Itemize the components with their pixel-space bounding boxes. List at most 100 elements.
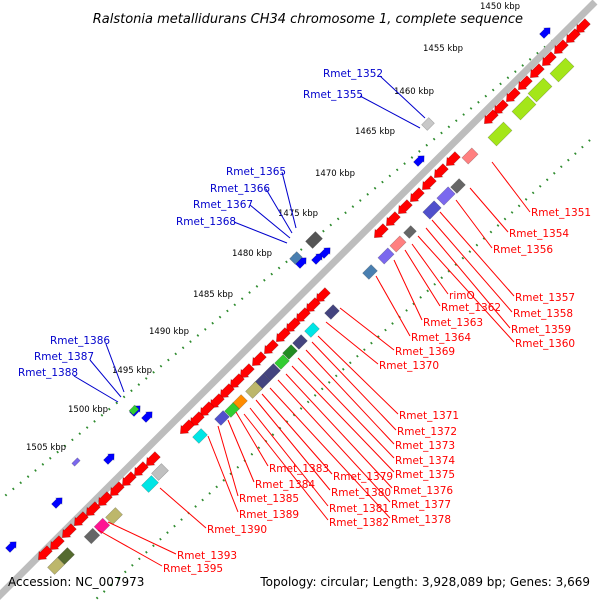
leader-rmet-1364: [375, 275, 411, 337]
gene-arrow-red: [145, 451, 161, 467]
label-rmet-1357[interactable]: Rmet_1357: [515, 292, 575, 304]
gene-box-outer: [128, 404, 140, 416]
label-rmet-1355[interactable]: Rmet_1355: [303, 89, 363, 101]
gene-arrow-red: [251, 351, 267, 367]
label-rmet-1352[interactable]: Rmet_1352: [323, 68, 383, 80]
label-rmet-1395[interactable]: Rmet_1395: [163, 563, 223, 575]
label-rmet-1363[interactable]: Rmet_1363: [423, 317, 483, 329]
leader-rmet-1384: [227, 419, 255, 483]
gene-box: [377, 247, 395, 265]
leader-rmet-1389: [207, 435, 239, 513]
gene-arrow-red: [483, 109, 499, 125]
label-rmet-1377[interactable]: Rmet_1377: [391, 499, 451, 511]
label-rmet-1390[interactable]: Rmet_1390: [207, 524, 267, 536]
gene-box: [282, 344, 298, 360]
label-rmet-1358[interactable]: Rmet_1358: [513, 308, 573, 320]
gene-arrow-red: [285, 317, 301, 333]
label-rmet-1376[interactable]: Rmet_1376: [393, 485, 453, 497]
gene-arrow-red: [315, 287, 331, 303]
label-rmet-1371[interactable]: Rmet_1371: [399, 410, 459, 422]
leader-rmet-1377: [277, 379, 391, 503]
label-rmet-1382[interactable]: Rmet_1382: [329, 517, 389, 529]
label-rmet-1383[interactable]: Rmet_1383: [269, 463, 329, 475]
leader-rmet-1356: [455, 199, 493, 249]
gene-arrow-red: [133, 461, 149, 477]
leader-rmet-1395: [97, 529, 163, 567]
gene-arrow-red: [493, 99, 509, 115]
gene-arrow-red: [397, 199, 413, 215]
leader-rmet-1393: [107, 521, 177, 555]
outer-tick-track: [0, 21, 576, 501]
label-rmet-1368[interactable]: Rmet_1368: [176, 216, 236, 228]
label-rmet-1372[interactable]: Rmet_1372: [397, 426, 457, 438]
label-rmet-1360[interactable]: Rmet_1360: [515, 338, 575, 350]
gene-arrow-red: [575, 18, 591, 34]
gene-arrow-red: [295, 307, 311, 323]
gene-box: [263, 363, 281, 381]
tick-1465: 1465 kbp: [355, 127, 395, 137]
gene-arrow-blue: [103, 453, 115, 465]
label-rmet-1387[interactable]: Rmet_1387: [34, 351, 94, 363]
gene-box: [83, 527, 101, 545]
leader-rmet-1359: [425, 227, 511, 329]
leader-rmet-1373: [305, 349, 395, 445]
gene-arrow-red: [385, 211, 401, 227]
label-rmet-1367[interactable]: Rmet_1367: [193, 199, 253, 211]
label-rmet-1373[interactable]: Rmet_1373: [395, 440, 455, 452]
label-rmet-1381[interactable]: Rmet_1381: [329, 503, 389, 515]
leader-rimo: [411, 243, 449, 295]
gene-arrow-red: [49, 535, 65, 551]
leader-rmet-1358: [431, 219, 513, 313]
label-rmet-1359[interactable]: Rmet_1359: [511, 324, 571, 336]
label-rmet-1375[interactable]: Rmet_1375: [395, 469, 455, 481]
leader-rmet-1382: [243, 413, 329, 521]
gene-arrow-red: [85, 501, 101, 517]
label-rmet-1366[interactable]: Rmet_1366: [210, 183, 270, 195]
label-rmet-1356[interactable]: Rmet_1356: [493, 244, 553, 256]
gene-arrow-blue: [141, 411, 153, 423]
label-rmet-1386[interactable]: Rmet_1386: [50, 335, 110, 347]
label-rmet-1393[interactable]: Rmet_1393: [177, 550, 237, 562]
gene-arrow-red: [97, 491, 113, 507]
gene-arrow-red: [229, 373, 245, 389]
gene-box: [57, 547, 75, 565]
gene-arrow-red: [275, 327, 291, 343]
leader-rmet-1372: [311, 341, 397, 431]
leader-rmet-1381: [249, 407, 329, 507]
label-rimo[interactable]: rimO: [449, 290, 475, 302]
label-rmet-1370[interactable]: Rmet_1370: [379, 360, 439, 372]
leader-rmet-1371: [317, 335, 399, 415]
label-rmet-1362[interactable]: Rmet_1362: [441, 302, 501, 314]
tick-1500: 1500 kbp: [68, 405, 108, 415]
gene-arrow-red: [109, 481, 125, 497]
gene-box: [274, 354, 290, 370]
gene-arrow-red: [421, 175, 437, 191]
gene-arrow-red: [61, 523, 77, 539]
label-rmet-1374[interactable]: Rmet_1374: [395, 455, 455, 467]
label-rmet-1388[interactable]: Rmet_1388: [18, 367, 78, 379]
label-rmet-1389[interactable]: Rmet_1389: [239, 509, 299, 521]
gene-arrow-red: [239, 363, 255, 379]
tick-1470: 1470 kbp: [315, 169, 355, 179]
tick-1490: 1490 kbp: [149, 327, 189, 337]
label-rmet-1365[interactable]: Rmet_1365: [226, 166, 286, 178]
label-rmet-1354[interactable]: Rmet_1354: [509, 228, 569, 240]
label-rmet-1385[interactable]: Rmet_1385: [239, 493, 299, 505]
gene-box: [192, 428, 208, 444]
gene-box: [292, 334, 308, 350]
label-rmet-1379[interactable]: Rmet_1379: [333, 471, 393, 483]
leader-rmet-1388: [73, 375, 119, 403]
label-rmet-1351[interactable]: Rmet_1351: [531, 207, 591, 219]
gene-arrow-red: [73, 511, 89, 527]
gene-arrow-blue: [413, 155, 425, 167]
label-rmet-1384[interactable]: Rmet_1384: [255, 479, 315, 491]
label-rmet-1364[interactable]: Rmet_1364: [411, 332, 471, 344]
gene-arrow-red: [189, 411, 205, 427]
label-rmet-1378[interactable]: Rmet_1378: [391, 514, 451, 526]
gene-box: [403, 225, 417, 239]
gene-arrow-red: [433, 163, 449, 179]
accession-text: Accession: NC_007973: [8, 575, 144, 589]
label-rmet-1369[interactable]: Rmet_1369: [395, 346, 455, 358]
leader-rmet-1370: [325, 321, 379, 365]
label-rmet-1380[interactable]: Rmet_1380: [331, 487, 391, 499]
